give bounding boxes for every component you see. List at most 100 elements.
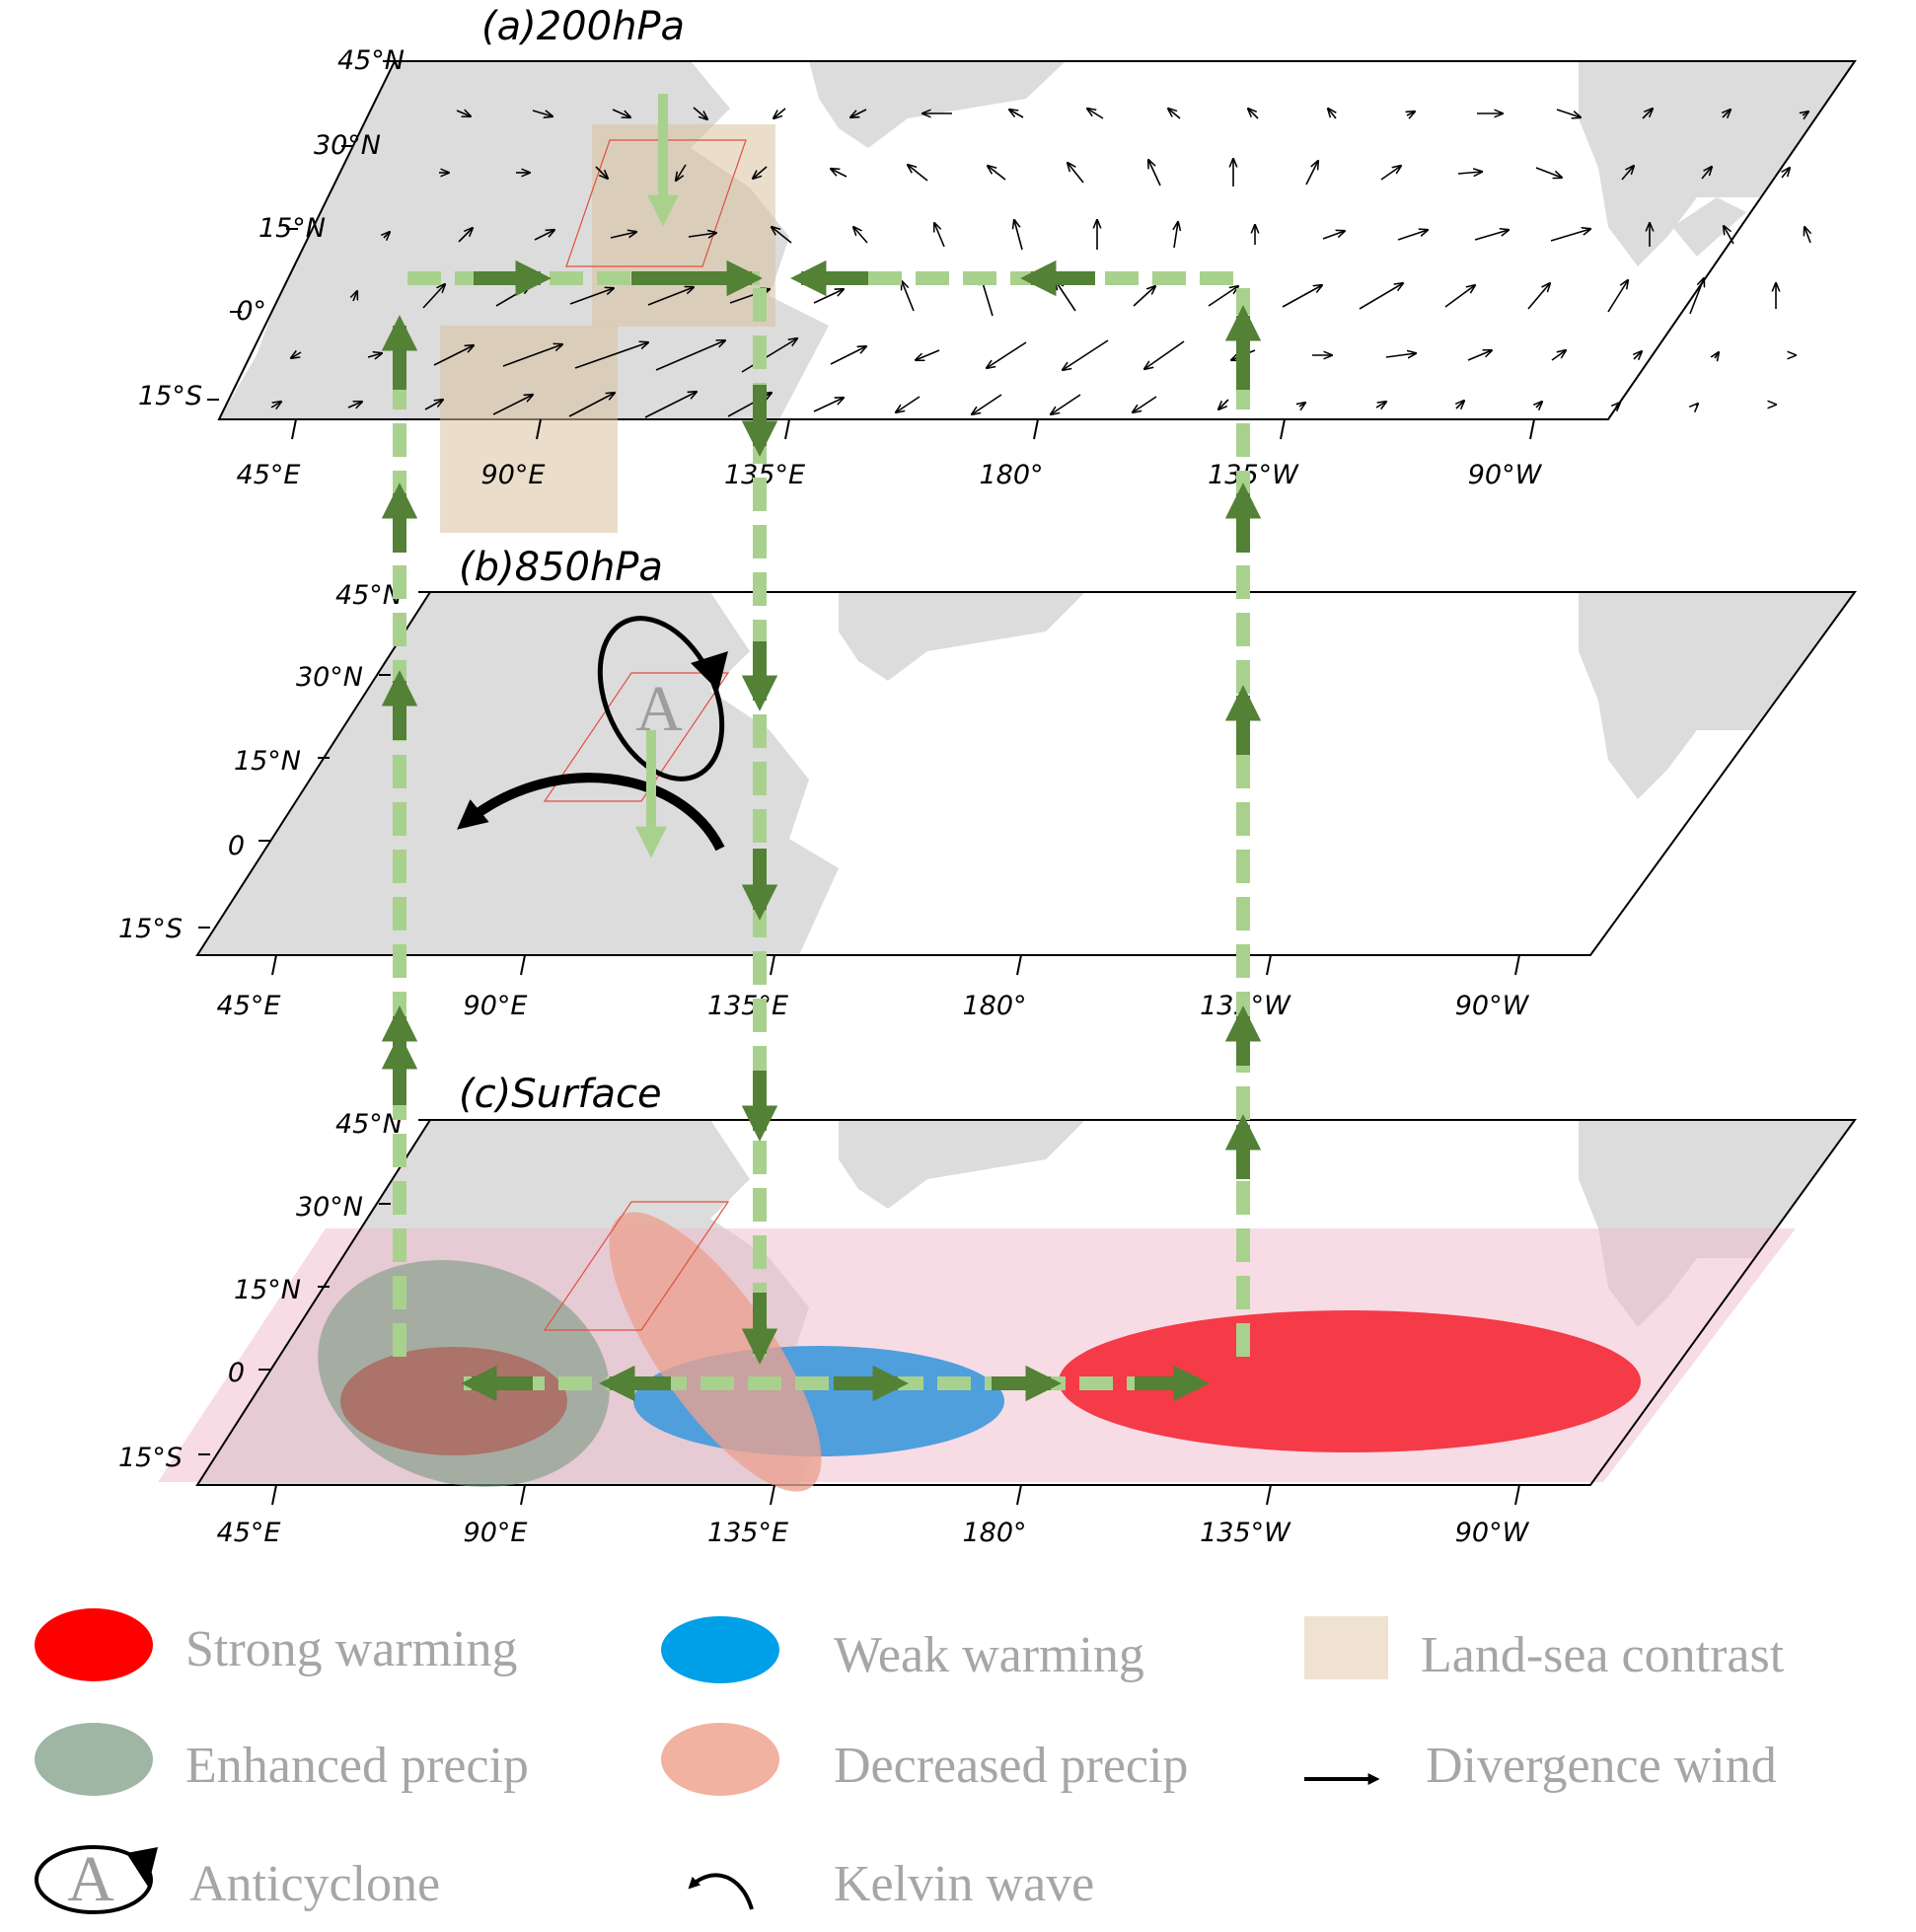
legend-label: Weak warming [834,1627,1144,1683]
panel-a-lon-135w: 135°W [1208,460,1299,490]
panel-c-lon-45e: 45°E [217,1518,281,1548]
panel-b-frame [195,591,1857,956]
panel-b-lon-90w: 90°W [1455,991,1530,1021]
panel-b-lat-15n: 15°N [234,746,301,777]
wind-vector [902,281,915,312]
wind-vector [988,166,1006,181]
anticyclone-letter: A [635,673,683,745]
wind-vector [291,352,302,358]
wind-vector [574,342,648,369]
panel-b-lon-labels: 45°E 90°E 135°E 180° 135°W 90°W [217,991,1530,1021]
wind-vector [384,232,390,238]
anticyclone: A [597,616,728,781]
wind-vector [1051,394,1081,414]
wind-vector [1535,167,1562,178]
wind-vector [1456,401,1464,409]
wind-vector [1803,111,1808,115]
panel-a-lon-labels: 45°E 90°E 135°E 180° 135°W 90°W [237,460,1543,490]
wind-vector [1148,160,1161,186]
wind-vector [1133,396,1157,412]
panel-a-lon-45e: 45°E [237,460,301,490]
wind-vector [568,393,615,417]
divergence-wind-vectors [270,107,1810,418]
wind-vector [612,109,630,117]
wind-vector [1385,353,1416,357]
wind-vector [1009,110,1024,118]
wind-vector [456,111,471,116]
wind-vector [1133,286,1155,307]
legend-weak-warming: Weak warming [661,1616,1144,1683]
panel-c-lon-180: 180° [962,1518,1026,1548]
strong-warming-east [1059,1310,1641,1452]
legend-decreased-precip: Decreased precip [661,1723,1188,1796]
panel-b-lat-30n: 30°N [296,662,363,693]
wind-vector [1056,281,1076,312]
legend-label: Enhanced precip [185,1738,529,1794]
panel-b-lat-0: 0 [228,831,245,861]
panel-c-lat-0: 0 [228,1358,245,1388]
wind-vector [1168,109,1181,119]
wind-vector [850,109,867,117]
panel-c-lon-labels: 45°E 90°E 135°E 180° 135°W 90°W [217,1518,1530,1548]
wind-vector [1063,339,1109,370]
red-ellipse-icon [35,1608,153,1681]
wind-vector [424,400,443,410]
wind-vector [595,166,608,179]
wind-vector [741,338,797,373]
panel-a-ticks [207,60,1535,440]
panel-a: (a)200hPa 45°N 30°N 15°N 0° 15°S 45°E 90… [138,4,1857,533]
panel-c: (c)Surface 45°N 30°N 15°N 0 15°S 45°E 90… [118,1072,1857,1548]
panel-a-lon-90w: 90°W [1468,460,1543,490]
wind-vector [1715,352,1719,358]
wind-vector [1701,167,1712,180]
wind-vector [1299,403,1305,407]
panel-c-lon-135w: 135°W [1200,1518,1291,1548]
panel-b-lat-15s: 15°S [118,914,183,944]
wind-vector [1087,109,1104,119]
legend-strong-warming: Strong warming [35,1608,518,1681]
wind-vector [831,169,847,178]
wind-vector [896,396,921,412]
panel-c-ticks [198,1119,1520,1506]
wind-vector [1782,168,1790,179]
decreased-precip [609,1212,822,1492]
panel-a-lon-180: 180° [979,460,1043,490]
wind-vector [1621,166,1634,181]
wind-vector [1375,402,1386,408]
wind-vector [693,107,707,119]
wind-vector [422,284,445,309]
panel-c-title: (c)Surface [459,1072,662,1117]
panel-c-lat-45n: 45°N [335,1109,403,1140]
tan-square-icon [1304,1616,1388,1679]
land-sea-contrast-box-left [440,326,618,533]
wind-vector [1723,110,1731,117]
panel-c-lat-30n: 30°N [296,1192,363,1223]
wind-vector [367,353,382,357]
legend-label: Decreased precip [834,1738,1188,1794]
panel-c-lon-90w: 90°W [1455,1518,1530,1548]
wind-vector [1556,109,1581,117]
panel-b: A (b)850hPa 45°N 30°N 15°N 0 15°S 45°E 9… [118,545,1857,1021]
legend-label: Anticyclone [189,1856,440,1912]
panel-c-lon-90e: 90°E [464,1518,528,1548]
wind-vector [972,394,1002,414]
wind-vector [1407,111,1415,115]
wind-vector [1551,350,1566,361]
wind-vector [813,289,844,304]
wind-vector [1282,285,1322,308]
legend: Strong warming Weak warming Land-sea con… [35,1608,1785,1915]
wind-vector [1328,109,1336,119]
panel-b-lon-45e: 45°E [217,991,281,1021]
wind-vector [1208,286,1238,307]
panel-b-region-outline [543,672,730,802]
wind-vector [1322,231,1345,240]
panel-c-lat-15n: 15°N [234,1275,301,1305]
wind-vector [1689,278,1704,315]
wind-vector [676,164,687,181]
wind-vector [830,346,866,365]
wind-vector [1607,280,1628,313]
wind-vector [1144,340,1185,369]
wind-vector [1380,166,1401,181]
wind-vector [610,232,636,239]
blue-ellipse-icon [661,1616,779,1683]
